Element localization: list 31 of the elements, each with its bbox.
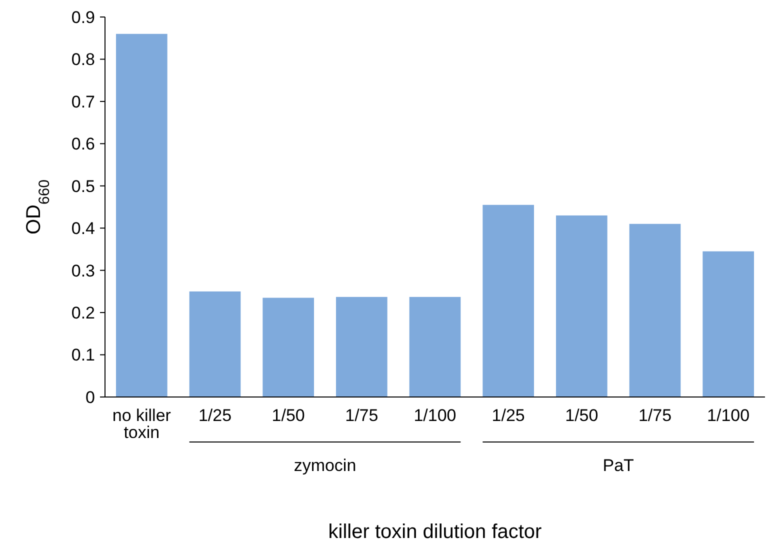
y-tick-label: 0.5 bbox=[71, 176, 95, 196]
x-tick-label: 1/25 bbox=[492, 406, 525, 425]
y-tick-label: 0.2 bbox=[71, 304, 95, 323]
bar bbox=[336, 296, 388, 397]
x-tick-label: no killer toxin bbox=[112, 406, 172, 442]
bar bbox=[556, 215, 608, 397]
bar bbox=[702, 251, 754, 397]
y-tick-label: 0.8 bbox=[71, 50, 95, 70]
y-tick-label: 0 bbox=[86, 388, 95, 407]
y-tick-label: 0.1 bbox=[71, 346, 95, 365]
x-axis-title: killer toxin dilution factor bbox=[328, 521, 542, 543]
y-tick-label: 0.6 bbox=[71, 134, 95, 154]
x-tick-label: 1/50 bbox=[565, 406, 598, 425]
y-tick-label: 0.7 bbox=[71, 92, 95, 112]
bar bbox=[189, 291, 241, 397]
x-tick-label: 1/50 bbox=[272, 406, 305, 425]
bar bbox=[482, 204, 534, 397]
x-tick-label: 1/100 bbox=[707, 406, 750, 425]
x-tick-label: 1/75 bbox=[345, 406, 378, 425]
x-tick-label: 1/25 bbox=[198, 406, 232, 425]
bar bbox=[629, 224, 681, 397]
text: PaT bbox=[602, 456, 634, 475]
y-tick-label: 0.4 bbox=[71, 219, 95, 238]
x-tick-label: 1/100 bbox=[414, 406, 456, 425]
bar bbox=[409, 296, 461, 397]
bar bbox=[116, 34, 168, 397]
bar bbox=[262, 298, 314, 397]
text: zymocin bbox=[294, 456, 356, 475]
y-tick-label: 0.9 bbox=[71, 8, 95, 27]
x-tick-label: 1/75 bbox=[638, 406, 672, 425]
y-tick-label: 0.3 bbox=[71, 261, 95, 280]
